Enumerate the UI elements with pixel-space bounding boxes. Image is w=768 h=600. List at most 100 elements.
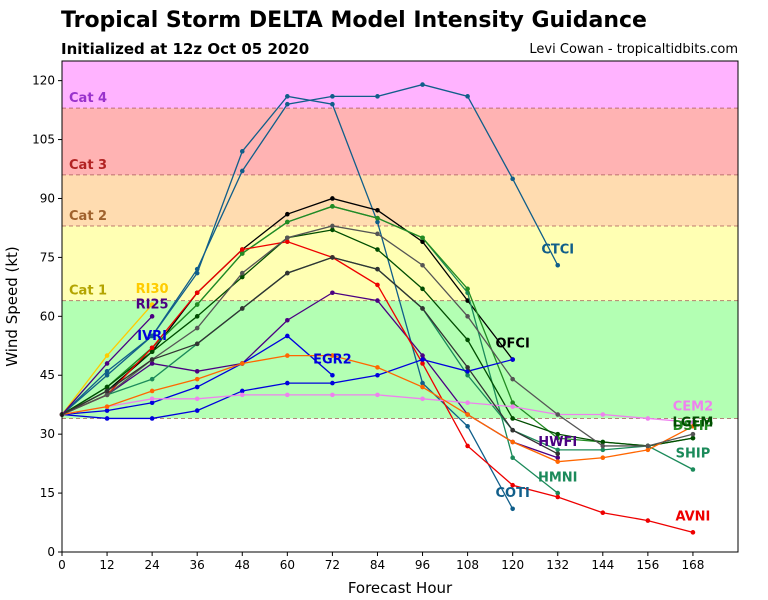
series-point (194, 376, 200, 382)
series-point (420, 235, 425, 241)
series-label-ofci: OFCI (496, 337, 530, 352)
x-tick-label: 0 (58, 558, 66, 572)
series-point (149, 400, 155, 406)
series-point (510, 404, 515, 409)
series-point (375, 215, 380, 221)
series-point (510, 455, 515, 461)
series-point (600, 443, 606, 449)
series-point (465, 412, 470, 417)
y-tick-label: 75 (40, 250, 55, 264)
series-point (375, 282, 380, 288)
series-point (690, 431, 696, 437)
series-point (104, 408, 110, 413)
y-tick-label: 105 (32, 133, 55, 147)
series-point (465, 365, 470, 370)
series-point (149, 314, 155, 319)
series-point (375, 266, 380, 272)
series-point (330, 290, 335, 296)
series-point (690, 424, 696, 429)
series-point (194, 396, 200, 402)
y-tick-label: 15 (40, 486, 55, 500)
x-tick-label: 60 (280, 558, 295, 572)
series-point (375, 94, 380, 99)
series-point (555, 412, 561, 417)
series-unnamed-15 (59, 223, 696, 449)
series-point (510, 416, 515, 421)
series-point (239, 247, 245, 252)
series-point (375, 231, 380, 237)
series-point (600, 510, 606, 516)
series-lgem (59, 227, 696, 449)
x-tick-label: 84 (370, 558, 385, 572)
series-point (465, 369, 470, 374)
series-point (239, 168, 245, 174)
series-point (285, 353, 290, 358)
series-point (285, 211, 290, 217)
series-point (330, 353, 335, 358)
x-tick-label: 12 (99, 558, 114, 572)
series-point (149, 416, 155, 421)
band-label-cat-4: Cat 4 (69, 91, 107, 106)
series-point (149, 302, 155, 307)
series-point (510, 400, 515, 406)
series-point (194, 369, 200, 374)
plot-frame (61, 60, 739, 553)
series-point (239, 392, 245, 398)
y-tick-label: 60 (40, 309, 55, 323)
series-point (330, 196, 335, 201)
band-label-cat-1: Cat 1 (69, 284, 107, 299)
series-point (375, 365, 380, 370)
series-label-ivri: IVRI (137, 329, 167, 344)
y-tick-label: 120 (32, 74, 55, 88)
series-point (285, 239, 290, 244)
series-point (645, 447, 651, 453)
series-label-ri25: RI25 (136, 297, 169, 312)
series-point (465, 298, 470, 303)
series-point (149, 357, 155, 362)
x-tick-label: 168 (681, 558, 704, 572)
series-point (330, 94, 335, 99)
x-tick-label: 120 (501, 558, 524, 572)
series-point (239, 149, 245, 154)
series-point (690, 467, 696, 472)
series-point (420, 357, 425, 362)
series-point (510, 376, 515, 382)
series-point (104, 369, 110, 374)
series-point (239, 388, 245, 394)
series-point (375, 298, 380, 303)
series-point (375, 247, 380, 252)
chart-subtitle: Initialized at 12z Oct 05 2020 (61, 40, 310, 58)
series-avni (59, 239, 696, 535)
x-tick-label: 96 (415, 558, 430, 572)
series-point (465, 443, 470, 449)
series-point (600, 412, 606, 417)
series-point (149, 349, 155, 354)
series-point (330, 392, 335, 398)
y-tick-label: 45 (40, 368, 55, 382)
series-point (239, 274, 245, 280)
series-point (285, 333, 290, 339)
x-tick-label: 108 (456, 558, 479, 572)
series-point (285, 101, 290, 107)
chart-credit: Levi Cowan - tropicaltidbits.com (529, 42, 738, 57)
y-axis-label: Wind Speed (kt) (3, 246, 21, 367)
series-point (600, 439, 606, 445)
series-point (690, 420, 696, 425)
series-point (510, 357, 515, 362)
series-ivri (59, 357, 515, 421)
series-point (149, 396, 155, 402)
series-point (330, 204, 335, 209)
x-tick-label: 156 (636, 558, 659, 572)
series-point (645, 443, 651, 449)
series-point (104, 384, 110, 390)
x-tick-label: 48 (235, 558, 250, 572)
series-label-ctci: CTCI (541, 242, 574, 257)
series-label-hmni: HMNI (538, 470, 578, 485)
series-point (104, 361, 110, 366)
series-point (645, 416, 651, 421)
series-point (194, 408, 200, 413)
band-label-cat-3: Cat 3 (69, 158, 107, 173)
series-point (420, 239, 425, 244)
series-point (510, 427, 515, 433)
